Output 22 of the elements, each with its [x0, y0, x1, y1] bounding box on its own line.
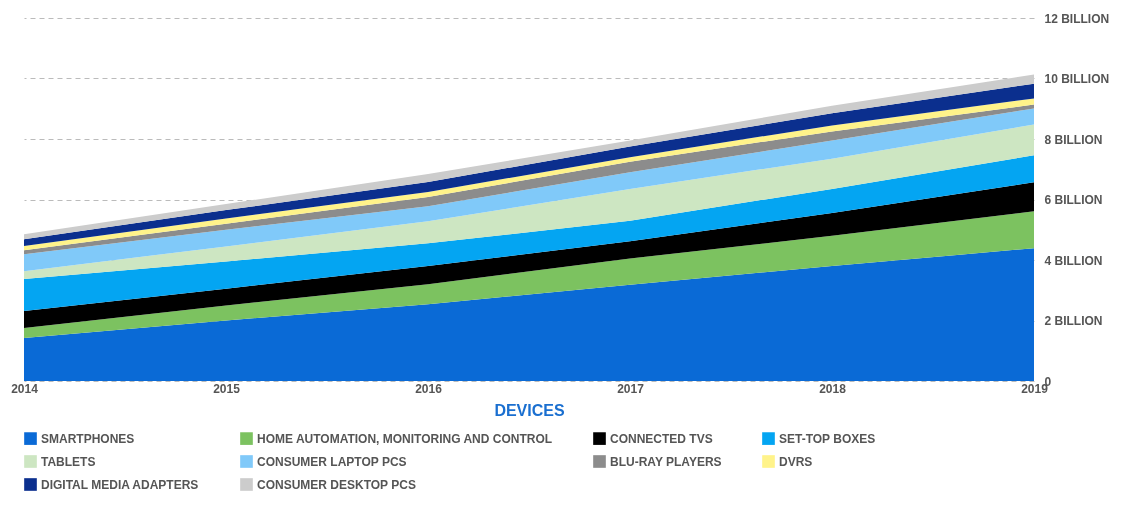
x-tick-label: 2017 — [617, 381, 645, 396]
legend-label: BLU-RAY PLAYERS — [610, 454, 722, 469]
x-axis-title: DEVICES — [494, 401, 565, 419]
y-tick-label: 10 BILLION — [1044, 72, 1110, 86]
y-tick-label: 12 BILLION — [1044, 11, 1110, 26]
legend-label: HOME AUTOMATION, MONITORING AND CONTROL — [257, 431, 553, 446]
legend-label: DVRS — [779, 454, 813, 469]
x-tick-label: 2014 — [11, 381, 39, 396]
x-tick-label: 2016 — [415, 381, 443, 396]
y-tick-label: 2 BILLION — [1044, 314, 1103, 328]
y-tick-label: 8 BILLION — [1044, 132, 1103, 147]
legend-label: TABLETS — [41, 454, 96, 469]
legend-label: CONSUMER LAPTOP PCS — [257, 454, 407, 469]
x-tick-label: 2018 — [819, 381, 847, 396]
legend-label: CONSUMER DESKTOP PCS — [257, 477, 416, 492]
y-tick-label: 6 BILLION — [1044, 193, 1103, 207]
legend-label: SMARTPHONES — [41, 431, 135, 446]
legend-label: CONNECTED TVS — [610, 431, 713, 446]
legend-label: SET-TOP BOXES — [779, 431, 876, 446]
legend-label: DIGITAL MEDIA ADAPTERS — [41, 477, 199, 492]
y-tick-label: 4 BILLION — [1044, 253, 1103, 268]
x-tick-label: 2015 — [213, 381, 241, 396]
